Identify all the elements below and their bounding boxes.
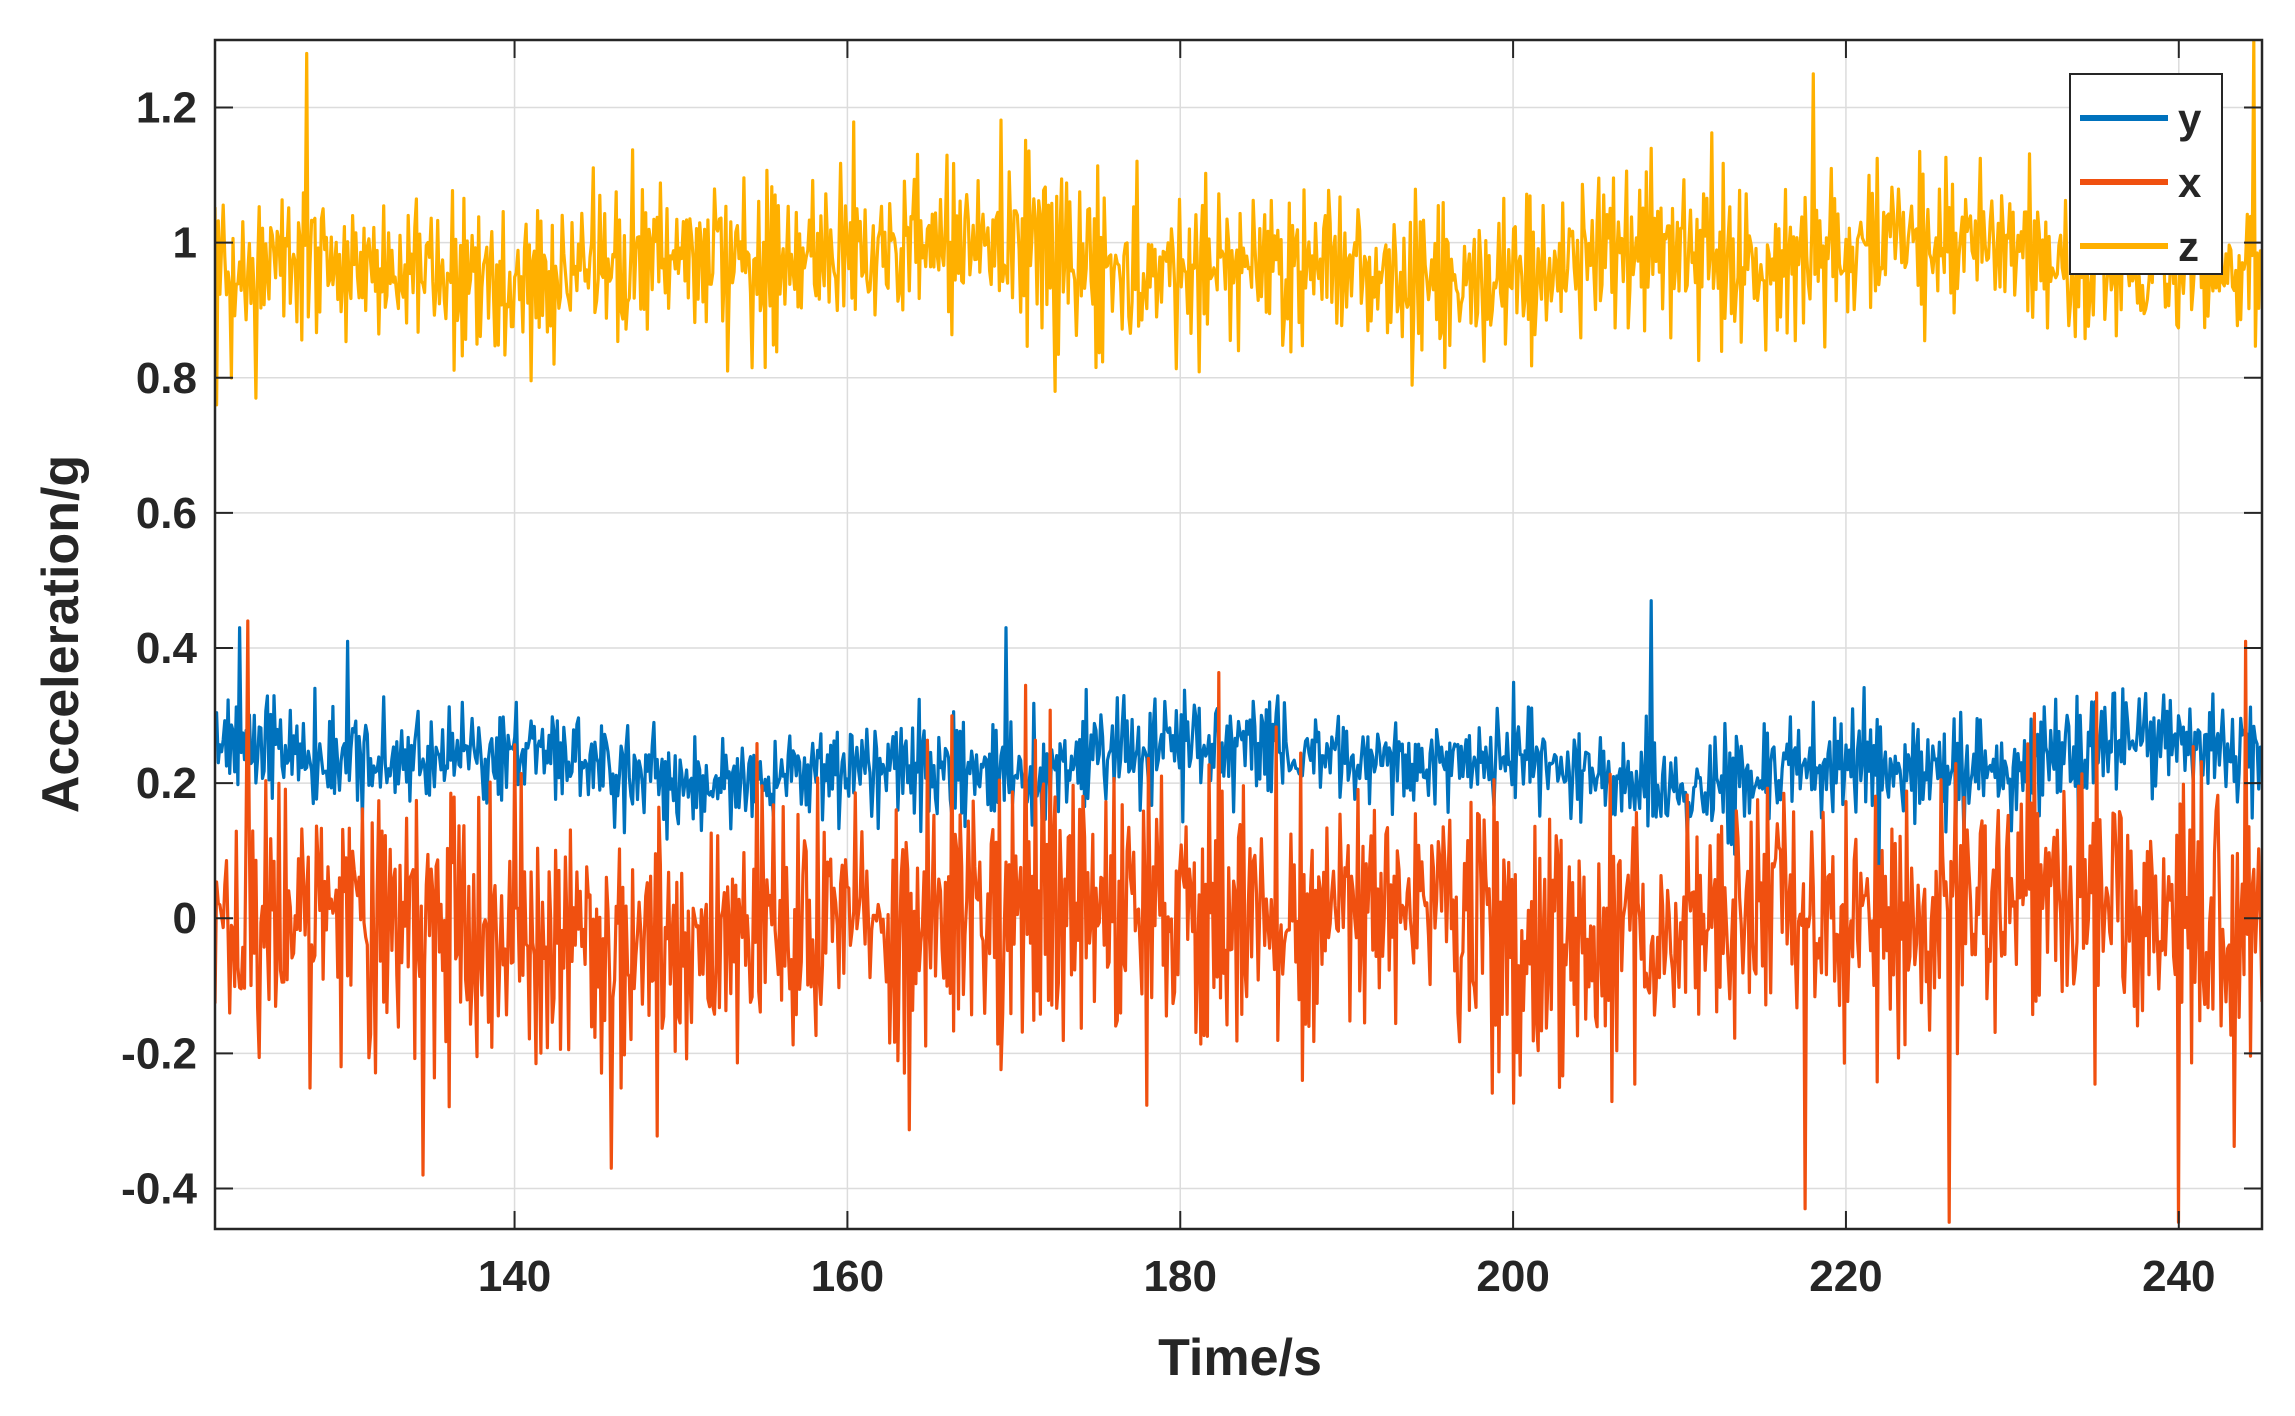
legend: y x z (2069, 73, 2223, 275)
y-tick-label: 0.8 (136, 354, 197, 403)
x-tick-label: 220 (1809, 1252, 1882, 1301)
y-tick-label: 0.4 (136, 624, 198, 673)
y-tick-label: 0.6 (136, 489, 197, 538)
x-tick-label: 180 (1144, 1252, 1217, 1301)
x-tick-label: 200 (1476, 1252, 1549, 1301)
y-tick-label: 1.2 (136, 84, 197, 133)
legend-label-y: y (2178, 95, 2202, 142)
legend-label-z: z (2178, 223, 2199, 270)
plot-frame (213, 38, 2264, 1231)
y-tick-label: 0.2 (136, 759, 197, 808)
series-line-y (215, 599, 2262, 893)
y-tick-label: 0 (173, 894, 197, 943)
y-axis-title: Acceleration/g (32, 455, 90, 813)
x-axis-title: Time/s (1158, 1329, 1322, 1387)
y-tick-label: -0.4 (121, 1164, 197, 1213)
legend-label-x: x (2178, 159, 2202, 206)
series-group (215, 40, 2262, 1224)
x-tick-label: 140 (478, 1252, 551, 1301)
y-tick-labels: -0.4 -0.2 0 0.2 0.4 0.6 0.8 1 1.2 (121, 84, 197, 1214)
series-line-x (215, 619, 2262, 1224)
series-line-z (215, 40, 2262, 407)
x-tick-label: 240 (2142, 1252, 2215, 1301)
legend-box (2069, 73, 2223, 275)
ticks (215, 40, 2262, 1229)
x-tick-labels: 140 160 180 200 220 240 (478, 1252, 2216, 1301)
x-tick-label: 160 (811, 1252, 884, 1301)
y-tick-label: -0.2 (121, 1029, 197, 1078)
y-tick-label: 1 (173, 219, 197, 268)
